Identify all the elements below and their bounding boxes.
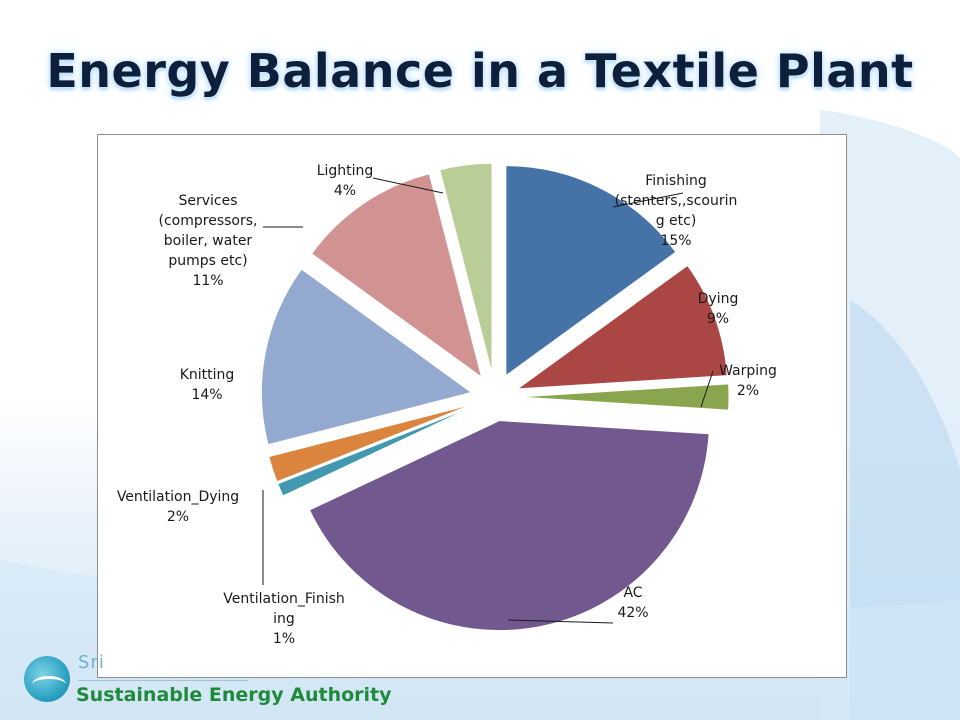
slide-title: Energy Balance in a Textile Plant [46,44,914,98]
pie-slice-knitting [260,268,473,446]
pie-slice-ventilation_dying [268,403,473,483]
pie-slice-dying [515,264,728,390]
pie-chart: Finishing (stenters,,scourin g etc) 15% Dyin… [117,162,777,647]
pie-slice-services [310,173,483,379]
data-label-warping: Warping 2% [719,363,777,399]
data-label-ac: AC 42% [617,585,648,621]
pie-slice-warping [518,383,730,411]
data-label-ventilation_finishing: Ventilation_Finish ing 1% [223,591,345,647]
data-label-knitting: Knitting 14% [180,367,235,403]
organization-name: Sustainable Energy Authority [76,684,392,706]
pie-slice-finishing [505,165,677,377]
leader-line [507,619,614,624]
data-label-services: Services (compressors, boiler, water pumps … [159,193,258,289]
leader-line [700,370,714,408]
leader-line [612,192,684,208]
logo-partial-text: Sri [78,652,105,673]
pie-slice-lighting [439,162,493,374]
data-label-lighting: Lighting 4% [317,163,374,199]
pie-slice-ac [308,420,710,632]
chart-frame: Finishing (stenters,,scourin g etc) 15% Dyin… [97,134,847,678]
leader-line [372,177,444,194]
authority-logo-icon [24,656,70,702]
data-label-dying: Dying 9% [698,291,739,327]
logo-divider [78,680,248,681]
footer-logo: Sri Sustainable Energy Authority [22,652,392,716]
data-label-finishing: Finishing (stenters,,scourin g etc) 15% [615,173,738,249]
data-label-ventilation_dying: Ventilation_Dying 2% [117,489,239,525]
pie-slice-ventilation_finishing [277,406,474,497]
